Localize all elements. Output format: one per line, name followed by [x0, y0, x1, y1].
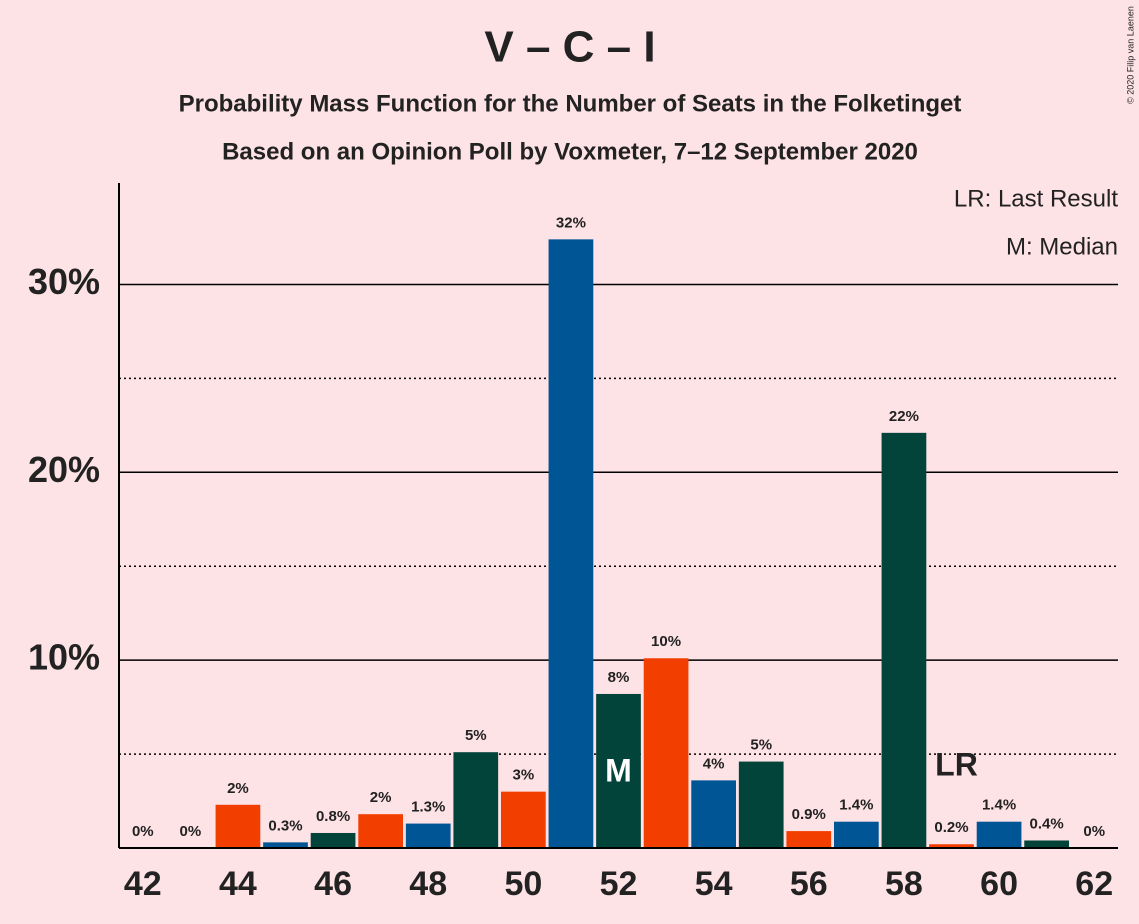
bar: [310, 832, 356, 848]
value-label: 10%: [651, 633, 681, 650]
value-label: 2%: [370, 789, 392, 806]
chart-subtitle: Probability Mass Function for the Number…: [179, 90, 962, 117]
x-tick-label: 44: [219, 865, 257, 903]
value-label: 1.4%: [839, 797, 873, 814]
bar: [1024, 840, 1070, 848]
value-label: 0.2%: [934, 819, 968, 836]
copyright: © 2020 Filip van Laenen: [1125, 6, 1135, 104]
value-label: 3%: [513, 767, 535, 784]
chart-title: V – C – I: [484, 23, 655, 72]
x-tick-label: 62: [1075, 865, 1113, 903]
value-label: 0.3%: [268, 817, 302, 834]
x-tick-label: 42: [124, 865, 162, 903]
value-label: 0%: [132, 823, 154, 840]
value-label: 0%: [1083, 823, 1105, 840]
value-label: 22%: [889, 408, 919, 425]
value-label: 0%: [180, 823, 202, 840]
bar: [500, 791, 546, 848]
x-tick-label: 58: [885, 865, 923, 903]
bar: [691, 780, 737, 848]
value-label: 8%: [608, 669, 630, 686]
bar: [548, 239, 594, 848]
value-label: 5%: [465, 727, 487, 744]
x-tick-label: 56: [790, 865, 828, 903]
last-result-marker: LR: [935, 746, 978, 782]
bar: [215, 804, 261, 848]
bar: [596, 693, 641, 848]
value-label: 32%: [556, 214, 586, 231]
bar: [833, 821, 879, 848]
bar: [453, 752, 499, 848]
x-tick-label: 60: [980, 865, 1018, 903]
y-tick-label: 20%: [28, 449, 100, 490]
x-tick-label: 52: [600, 865, 638, 903]
bar: [358, 814, 404, 848]
x-tick-label: 46: [314, 865, 352, 903]
value-label: 4%: [703, 755, 725, 772]
legend-entry: LR: Last Result: [954, 185, 1118, 212]
value-label: 2%: [227, 780, 249, 797]
bar: [881, 432, 927, 848]
bar: [643, 658, 689, 848]
x-tick-label: 48: [409, 865, 447, 903]
y-tick-label: 30%: [28, 261, 100, 302]
bar: [929, 844, 974, 848]
x-tick-label: 54: [695, 865, 733, 903]
value-label: 0.9%: [792, 806, 826, 823]
bar: [738, 761, 784, 848]
legend-entry: M: Median: [1006, 233, 1118, 260]
value-label: 0.4%: [1030, 815, 1064, 832]
value-label: 5%: [750, 737, 772, 754]
x-tick-label: 50: [504, 865, 542, 903]
bar: [263, 842, 308, 848]
bar: [786, 831, 832, 848]
bar: [405, 823, 451, 848]
bar: [976, 821, 1022, 848]
chart-subtitle: Based on an Opinion Poll by Voxmeter, 7–…: [222, 138, 918, 165]
value-label: 1.4%: [982, 797, 1016, 814]
median-marker: M: [605, 752, 632, 788]
value-label: 0.8%: [316, 808, 350, 825]
y-tick-label: 10%: [28, 637, 100, 678]
value-label: 1.3%: [411, 799, 445, 816]
